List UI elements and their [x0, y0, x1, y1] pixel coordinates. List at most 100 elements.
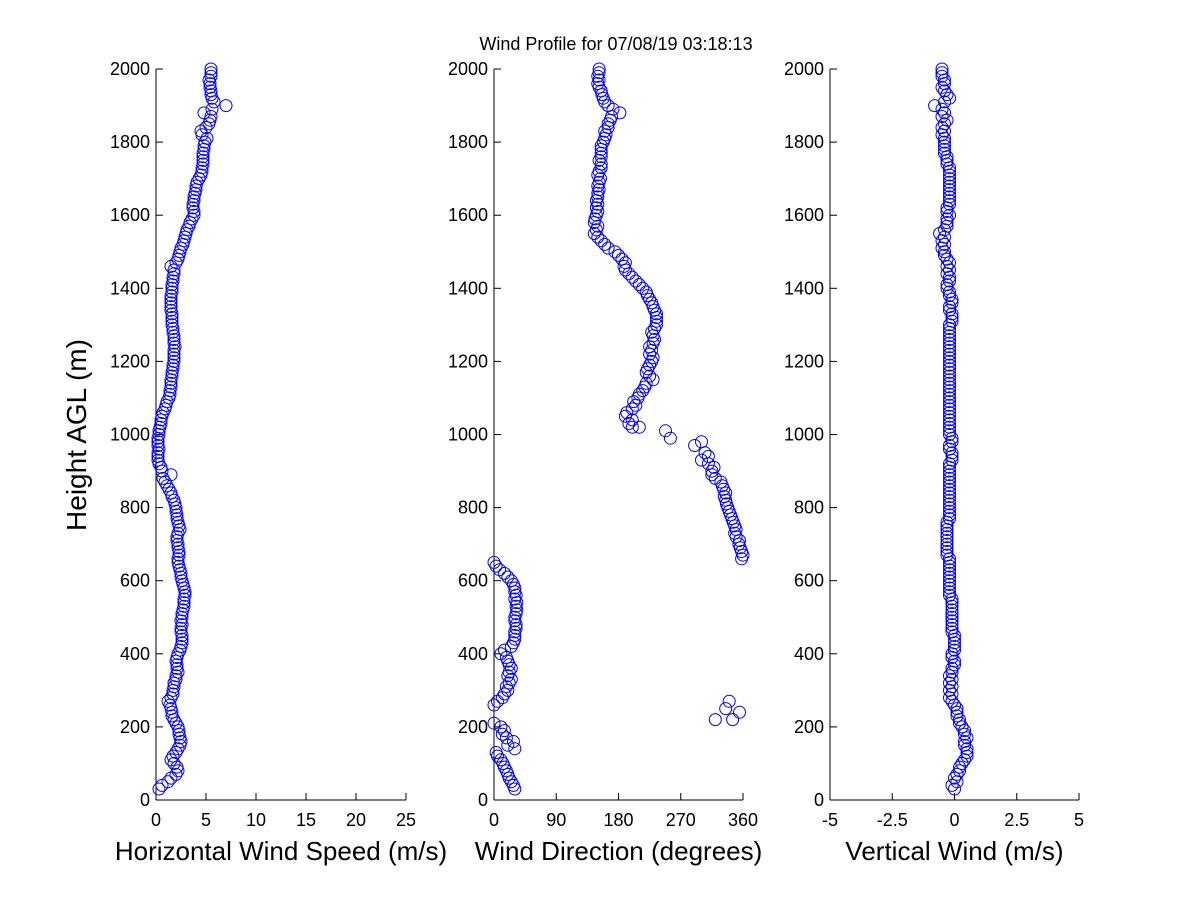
y-tick-label: 600 — [458, 571, 488, 591]
data-point — [166, 362, 180, 376]
data-point — [487, 716, 501, 730]
x-tick-label: 0 — [949, 810, 959, 830]
data-point — [165, 281, 179, 295]
data-point — [943, 329, 956, 343]
data-markers — [487, 62, 750, 796]
x-tick-label: 5 — [201, 810, 211, 830]
data-point — [174, 625, 188, 639]
data-point — [659, 424, 672, 438]
data-point — [938, 146, 951, 160]
data-point — [945, 621, 959, 635]
data-point — [943, 482, 956, 496]
data-point — [167, 680, 181, 694]
data-point — [958, 727, 971, 741]
data-point — [204, 88, 218, 102]
data-point — [940, 216, 954, 229]
data-point — [169, 746, 183, 759]
data-point — [943, 585, 956, 599]
data-point — [938, 124, 951, 138]
data-point — [940, 515, 954, 529]
data-point — [943, 376, 956, 390]
data-point — [641, 362, 654, 376]
data-point — [164, 486, 178, 500]
data-point — [945, 311, 959, 324]
y-tick-label: 600 — [794, 571, 824, 591]
data-point — [943, 683, 956, 697]
data-point — [625, 270, 639, 284]
data-point — [940, 530, 954, 544]
y-tick-label: 2000 — [784, 59, 824, 79]
data-point — [592, 153, 606, 167]
data-point — [943, 479, 956, 493]
data-point — [152, 782, 166, 796]
data-point — [935, 234, 949, 248]
panel-1: 0 200 400 600 800 1000 1200 1400 1600 1800 2000 0 5 1… — [110, 59, 447, 866]
data-point — [940, 541, 954, 555]
y-tick-label: 1600 — [784, 205, 824, 225]
y-tick-label: 1600 — [448, 205, 488, 225]
data-point — [636, 384, 650, 398]
data-markers — [928, 62, 974, 796]
data-point — [497, 566, 511, 580]
data-point — [943, 186, 956, 200]
x-axis-label: Horizontal Wind Speed (m/s) — [115, 836, 447, 866]
y-tick-label: 1400 — [110, 278, 150, 298]
data-point — [938, 142, 951, 156]
data-point — [499, 764, 513, 778]
data-point — [164, 303, 178, 317]
data-point — [171, 720, 185, 734]
data-point — [170, 661, 184, 675]
data-point — [943, 164, 956, 178]
data-point — [943, 336, 956, 350]
y-tick-label: 1200 — [784, 351, 824, 371]
data-point — [943, 263, 956, 277]
data-point — [177, 596, 191, 610]
data-point — [705, 464, 719, 478]
data-point — [645, 296, 659, 310]
data-point — [166, 274, 180, 288]
y-tick-label: 200 — [458, 717, 488, 737]
data-point — [958, 735, 971, 748]
data-point — [171, 526, 185, 540]
x-tick-label: 270 — [666, 810, 696, 830]
y-tick-label: 1600 — [110, 205, 150, 225]
data-point — [943, 300, 956, 314]
data-point — [643, 358, 657, 372]
data-point — [497, 687, 511, 701]
data-point — [495, 727, 509, 741]
x-tick-label: 20 — [346, 810, 366, 830]
data-point — [494, 753, 508, 767]
data-point — [169, 669, 183, 683]
data-point — [950, 702, 964, 716]
data-point — [185, 212, 199, 226]
data-point — [489, 559, 503, 573]
y-tick-label: 400 — [794, 644, 824, 664]
data-point — [164, 376, 178, 390]
data-point — [698, 446, 712, 460]
data-point — [940, 212, 954, 226]
x-tick-label: 0 — [489, 810, 499, 830]
data-point — [501, 570, 515, 584]
data-point — [935, 69, 949, 83]
data-point — [943, 504, 956, 518]
data-point — [935, 80, 949, 94]
data-point — [594, 139, 608, 153]
data-point — [639, 376, 653, 390]
data-point — [938, 237, 951, 251]
y-tick-label: 800 — [120, 498, 150, 518]
data-point — [186, 201, 200, 215]
data-point — [592, 62, 606, 76]
data-point — [935, 121, 949, 134]
data-point — [943, 354, 956, 368]
data-point — [943, 175, 956, 189]
data-point — [167, 351, 181, 365]
data-point — [948, 654, 961, 668]
data-point — [152, 428, 166, 441]
data-point — [165, 369, 179, 383]
data-point — [499, 731, 513, 745]
data-point — [167, 333, 181, 346]
data-point — [943, 285, 956, 299]
data-point — [178, 588, 192, 602]
data-point — [508, 742, 522, 756]
